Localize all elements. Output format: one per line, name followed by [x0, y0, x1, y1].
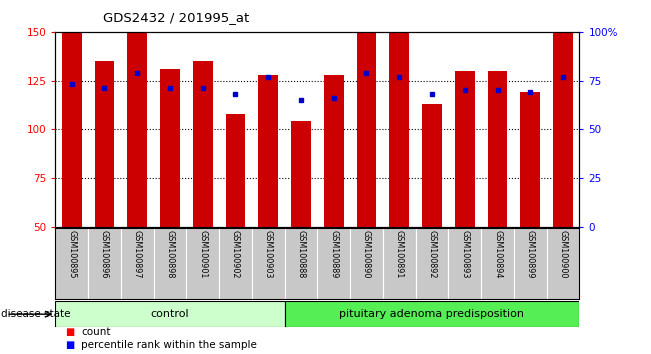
Text: GSM100889: GSM100889 [329, 230, 339, 279]
Text: GSM100897: GSM100897 [133, 230, 142, 279]
Text: ■: ■ [65, 327, 74, 337]
Text: disease state: disease state [1, 309, 71, 319]
Bar [252, 228, 284, 299]
Text: GSM100900: GSM100900 [559, 230, 568, 279]
Text: ■: ■ [65, 341, 74, 350]
Bar [193, 61, 212, 227]
Text: GSM100891: GSM100891 [395, 230, 404, 279]
Text: GSM100898: GSM100898 [165, 230, 174, 279]
Bar [154, 228, 186, 299]
Text: GSM100903: GSM100903 [264, 230, 273, 279]
Bar [357, 0, 376, 227]
Text: GDS2432 / 201995_at: GDS2432 / 201995_at [103, 11, 249, 24]
Bar [389, 0, 409, 227]
Bar [514, 228, 547, 299]
Bar [62, 22, 81, 227]
Text: GSM100902: GSM100902 [231, 230, 240, 279]
Text: GSM100901: GSM100901 [198, 230, 207, 279]
Bar [55, 228, 88, 299]
Text: GSM100899: GSM100899 [526, 230, 534, 279]
Bar [455, 71, 475, 227]
Text: GSM100893: GSM100893 [460, 230, 469, 279]
Bar [121, 228, 154, 299]
Bar [284, 228, 318, 299]
Bar [324, 75, 344, 227]
Bar [186, 228, 219, 299]
Bar [258, 75, 278, 227]
Bar [317, 228, 350, 299]
Bar [488, 71, 507, 227]
Text: GSM100894: GSM100894 [493, 230, 502, 279]
Text: GSM100896: GSM100896 [100, 230, 109, 279]
Bar [88, 228, 121, 299]
Text: GSM100895: GSM100895 [67, 230, 76, 279]
Text: percentile rank within the sample: percentile rank within the sample [81, 341, 257, 350]
Bar [94, 61, 115, 227]
Bar [291, 121, 311, 227]
Bar [219, 228, 252, 299]
Bar [422, 104, 442, 227]
Bar [350, 228, 383, 299]
Text: GSM100888: GSM100888 [296, 230, 305, 279]
Bar [449, 228, 481, 299]
Text: control: control [150, 309, 189, 319]
Bar [415, 228, 449, 299]
Bar [128, 0, 147, 227]
Bar [55, 301, 284, 327]
Bar [383, 228, 415, 299]
Bar [547, 228, 579, 299]
Text: GSM100890: GSM100890 [362, 230, 371, 279]
Text: pituitary adenoma predisposition: pituitary adenoma predisposition [340, 309, 525, 319]
Bar [284, 301, 579, 327]
Bar [520, 92, 540, 227]
Text: count: count [81, 327, 111, 337]
Text: GSM100892: GSM100892 [428, 230, 437, 279]
Bar [226, 114, 245, 227]
Bar [481, 228, 514, 299]
Bar [160, 69, 180, 227]
Bar [553, 0, 573, 227]
